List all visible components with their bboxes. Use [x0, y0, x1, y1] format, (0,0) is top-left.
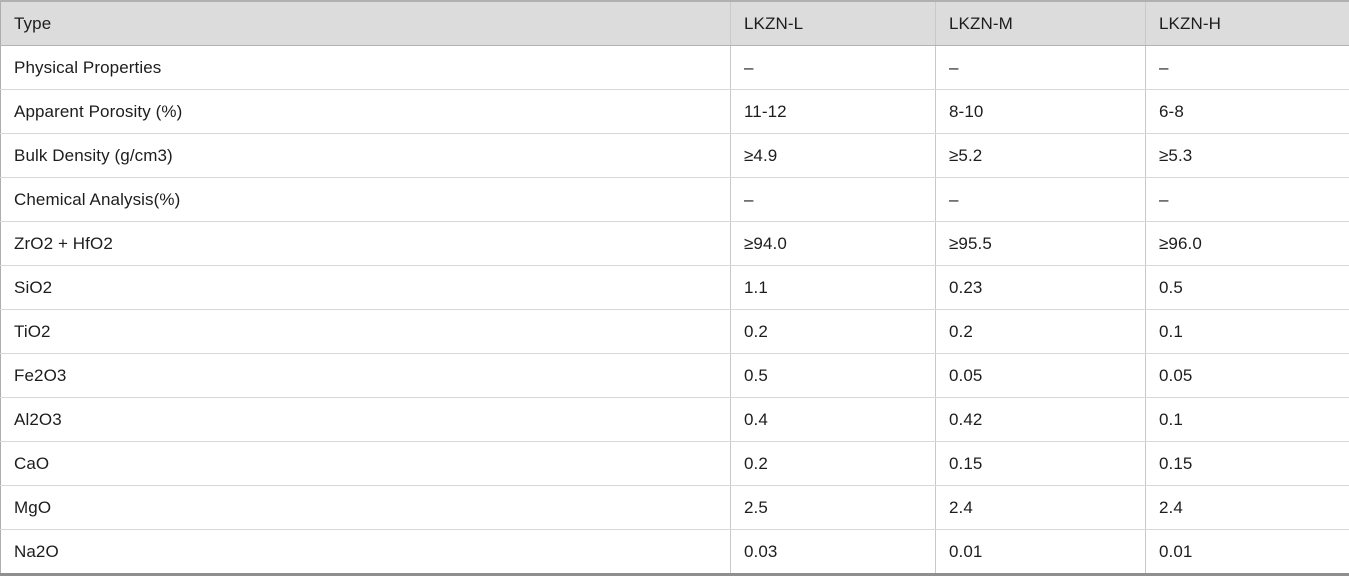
value-cell: 8-10	[936, 90, 1146, 134]
row-label-cell: Bulk Density (g/cm3)	[1, 134, 731, 178]
value-cell: –	[1146, 178, 1349, 222]
row-label-cell: MgO	[1, 486, 731, 530]
row-label-cell: CaO	[1, 442, 731, 486]
type-column-header: Type	[1, 1, 731, 46]
row-label-cell: SiO2	[1, 266, 731, 310]
value-cell: 0.4	[731, 398, 936, 442]
value-cell: 2.5	[731, 486, 936, 530]
value-cell: 0.42	[936, 398, 1146, 442]
value-cell: 0.03	[731, 530, 936, 575]
value-cell: ≥95.5	[936, 222, 1146, 266]
value-cell: 0.2	[731, 442, 936, 486]
value-cell: 0.23	[936, 266, 1146, 310]
value-cell: 0.05	[1146, 354, 1349, 398]
value-cell: 0.01	[1146, 530, 1349, 575]
value-cell: ≥4.9	[731, 134, 936, 178]
value-cell: 11-12	[731, 90, 936, 134]
value-cell: 2.4	[936, 486, 1146, 530]
value-cell: 0.15	[936, 442, 1146, 486]
value-cell: 0.05	[936, 354, 1146, 398]
value-cell: 0.5	[731, 354, 936, 398]
value-cell: 0.15	[1146, 442, 1349, 486]
table-row: Chemical Analysis(%)–––	[1, 178, 1349, 222]
value-cell: ≥94.0	[731, 222, 936, 266]
table-body: Physical Properties–––Apparent Porosity …	[1, 46, 1349, 575]
row-label-cell: Al2O3	[1, 398, 731, 442]
row-label-cell: Fe2O3	[1, 354, 731, 398]
value-cell: –	[731, 46, 936, 90]
value-cell: –	[936, 46, 1146, 90]
table-row: Physical Properties–––	[1, 46, 1349, 90]
value-cell: ≥5.3	[1146, 134, 1349, 178]
value-cell: 0.2	[936, 310, 1146, 354]
value-cell: –	[1146, 46, 1349, 90]
value-cell: 6-8	[1146, 90, 1349, 134]
value-cell: ≥96.0	[1146, 222, 1349, 266]
value-cell: –	[731, 178, 936, 222]
table-row: ZrO2 + HfO2≥94.0≥95.5≥96.0	[1, 222, 1349, 266]
grade-column-header: LKZN-L	[731, 1, 936, 46]
value-cell: 2.4	[1146, 486, 1349, 530]
row-label-cell: Physical Properties	[1, 46, 731, 90]
value-cell: 0.01	[936, 530, 1146, 575]
value-cell: ≥5.2	[936, 134, 1146, 178]
row-label-cell: Chemical Analysis(%)	[1, 178, 731, 222]
row-label-cell: ZrO2 + HfO2	[1, 222, 731, 266]
table-row: Bulk Density (g/cm3)≥4.9≥5.2≥5.3	[1, 134, 1349, 178]
grade-column-header: LKZN-M	[936, 1, 1146, 46]
row-label-cell: Na2O	[1, 530, 731, 575]
row-label-cell: Apparent Porosity (%)	[1, 90, 731, 134]
value-cell: –	[936, 178, 1146, 222]
value-cell: 0.2	[731, 310, 936, 354]
value-cell: 0.5	[1146, 266, 1349, 310]
row-label-cell: TiO2	[1, 310, 731, 354]
value-cell: 0.1	[1146, 310, 1349, 354]
value-cell: 1.1	[731, 266, 936, 310]
value-cell: 0.1	[1146, 398, 1349, 442]
grade-column-header: LKZN-H	[1146, 1, 1349, 46]
